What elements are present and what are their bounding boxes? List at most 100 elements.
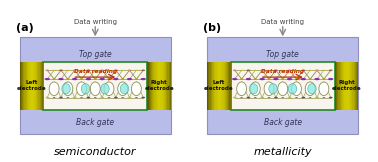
Bar bbox=[228, 62, 229, 110]
Circle shape bbox=[53, 70, 56, 71]
Circle shape bbox=[328, 78, 333, 80]
Circle shape bbox=[260, 97, 264, 98]
Bar bbox=[164, 62, 165, 110]
Circle shape bbox=[329, 97, 333, 98]
Circle shape bbox=[268, 97, 270, 98]
Circle shape bbox=[295, 97, 298, 98]
Ellipse shape bbox=[132, 82, 141, 96]
Bar bbox=[40, 62, 41, 110]
Ellipse shape bbox=[120, 84, 129, 94]
Ellipse shape bbox=[49, 82, 59, 96]
Circle shape bbox=[80, 70, 83, 71]
Bar bbox=[223, 62, 225, 110]
Circle shape bbox=[114, 69, 118, 71]
Text: Data writing: Data writing bbox=[261, 19, 304, 25]
Circle shape bbox=[309, 97, 311, 98]
Bar bbox=[231, 62, 335, 110]
Circle shape bbox=[94, 97, 96, 98]
Circle shape bbox=[240, 97, 243, 98]
Circle shape bbox=[141, 69, 145, 71]
Circle shape bbox=[329, 69, 333, 71]
Circle shape bbox=[281, 78, 285, 80]
Bar bbox=[215, 62, 217, 110]
Text: Right
electrode: Right electrode bbox=[332, 81, 361, 91]
Bar bbox=[207, 37, 358, 134]
Circle shape bbox=[87, 97, 90, 98]
Bar bbox=[160, 62, 161, 110]
Bar bbox=[23, 62, 24, 110]
Circle shape bbox=[53, 78, 56, 80]
Bar bbox=[43, 62, 147, 110]
Bar bbox=[30, 62, 31, 110]
Circle shape bbox=[128, 69, 132, 71]
Circle shape bbox=[301, 78, 306, 80]
Ellipse shape bbox=[249, 84, 258, 94]
Ellipse shape bbox=[62, 84, 70, 94]
Bar bbox=[166, 62, 167, 110]
Text: (b): (b) bbox=[203, 23, 222, 33]
Circle shape bbox=[135, 97, 138, 98]
Bar bbox=[152, 62, 153, 110]
Bar bbox=[169, 62, 170, 110]
Ellipse shape bbox=[77, 82, 87, 96]
Bar bbox=[213, 62, 214, 110]
Circle shape bbox=[308, 78, 312, 80]
Circle shape bbox=[66, 78, 70, 80]
Ellipse shape bbox=[81, 84, 90, 94]
Circle shape bbox=[108, 70, 110, 71]
Circle shape bbox=[295, 70, 298, 71]
Circle shape bbox=[59, 69, 63, 71]
Ellipse shape bbox=[308, 84, 316, 94]
Circle shape bbox=[94, 70, 96, 71]
Circle shape bbox=[73, 97, 77, 98]
Bar bbox=[212, 62, 213, 110]
Circle shape bbox=[246, 69, 250, 71]
Ellipse shape bbox=[305, 82, 315, 96]
Ellipse shape bbox=[288, 84, 297, 94]
Bar bbox=[153, 62, 155, 110]
Bar bbox=[165, 62, 166, 110]
Bar bbox=[157, 62, 158, 110]
Text: metallicity: metallicity bbox=[253, 147, 312, 157]
Circle shape bbox=[87, 69, 90, 71]
Bar bbox=[42, 62, 43, 110]
Circle shape bbox=[114, 97, 118, 98]
Circle shape bbox=[322, 78, 325, 80]
Circle shape bbox=[72, 78, 77, 80]
Bar bbox=[167, 62, 169, 110]
Bar bbox=[41, 62, 42, 110]
Circle shape bbox=[121, 97, 124, 98]
Bar bbox=[336, 62, 337, 110]
Circle shape bbox=[322, 70, 325, 71]
Circle shape bbox=[99, 78, 105, 80]
Bar bbox=[29, 62, 30, 110]
Ellipse shape bbox=[90, 82, 100, 96]
Circle shape bbox=[246, 78, 251, 80]
Ellipse shape bbox=[278, 82, 288, 96]
Circle shape bbox=[59, 97, 63, 98]
Text: Right
electrode: Right electrode bbox=[144, 81, 174, 91]
Ellipse shape bbox=[264, 82, 274, 96]
Bar bbox=[348, 62, 349, 110]
Ellipse shape bbox=[269, 84, 277, 94]
Bar bbox=[20, 37, 171, 134]
Circle shape bbox=[128, 97, 132, 98]
Text: Top gate: Top gate bbox=[79, 50, 112, 59]
Circle shape bbox=[58, 78, 64, 80]
Bar bbox=[209, 62, 211, 110]
Bar bbox=[222, 62, 223, 110]
Circle shape bbox=[288, 97, 291, 98]
Ellipse shape bbox=[319, 82, 329, 96]
Circle shape bbox=[73, 69, 77, 71]
Circle shape bbox=[268, 70, 270, 71]
Circle shape bbox=[295, 78, 298, 80]
Bar bbox=[28, 62, 29, 110]
Circle shape bbox=[240, 78, 243, 80]
Bar bbox=[352, 62, 354, 110]
Bar bbox=[27, 62, 28, 110]
Bar bbox=[156, 62, 157, 110]
Circle shape bbox=[282, 70, 284, 71]
Text: Left
electrode: Left electrode bbox=[204, 81, 234, 91]
Bar bbox=[25, 62, 27, 110]
Bar bbox=[229, 62, 231, 110]
